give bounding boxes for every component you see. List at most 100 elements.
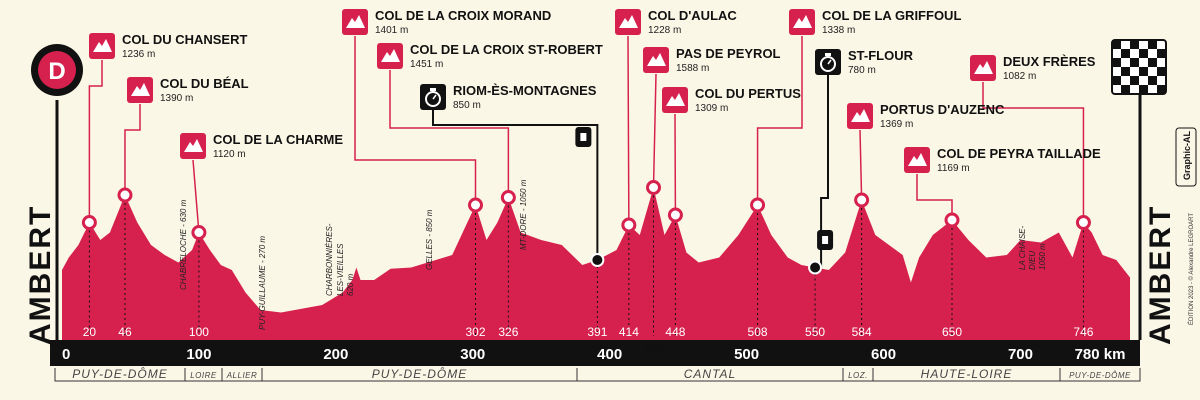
waypoint-label: PUY-GUILLAUME - 270 m xyxy=(258,236,267,330)
leader-line xyxy=(88,60,103,223)
pass-km-label: 650 xyxy=(942,325,962,339)
pass-name: COL DE LA GRIFFOUL xyxy=(822,8,961,23)
pass-summit-dot xyxy=(500,190,516,205)
leader-line xyxy=(916,174,953,220)
pass-altitude: 1236 m xyxy=(122,49,155,60)
control-km-label: 550 xyxy=(805,325,825,339)
pass-km-label: 584 xyxy=(852,325,872,339)
region-label: LOIRE xyxy=(190,371,217,380)
control-dot xyxy=(808,260,823,275)
pass-summit-dot xyxy=(621,217,637,233)
mountain-pass-icon xyxy=(970,55,996,81)
waypoint-label: LA CHAISE- xyxy=(1018,226,1027,270)
start-town: AMBERT xyxy=(24,205,57,345)
start-badge-inner xyxy=(38,51,76,89)
mountain-pass-icon xyxy=(180,133,206,159)
pass-altitude: 1228 m xyxy=(648,25,681,36)
supply-bag-icon xyxy=(575,127,592,147)
pass-summit-dot xyxy=(1075,215,1091,230)
pass-km-label: 414 xyxy=(619,325,639,339)
pass-summit-dot xyxy=(81,215,97,230)
pass-km-label: 46 xyxy=(118,325,132,339)
pass-altitude: 1588 m xyxy=(676,63,709,74)
waypoint-label: CHABRELOCHE - 630 m xyxy=(179,199,188,290)
pass-summit-dot xyxy=(750,197,766,213)
pass-km-label: 302 xyxy=(465,325,485,339)
waypoint-label: LES-VIEILLES xyxy=(336,243,345,296)
x-tick-label: 200 xyxy=(323,346,348,363)
mountain-pass-icon xyxy=(643,47,669,73)
leader-line xyxy=(124,104,141,195)
pass-altitude: 1082 m xyxy=(1003,71,1036,82)
control-altitude: 850 m xyxy=(453,100,481,111)
brand-badge: Graphic-AL xyxy=(1175,127,1197,187)
x-tick-label: 0 xyxy=(62,346,70,363)
control-dot xyxy=(590,253,605,267)
leader-line xyxy=(389,70,510,198)
leader-line xyxy=(859,129,863,201)
region-label: PUY-DE-DÔME xyxy=(1069,371,1131,380)
pass-altitude: 1338 m xyxy=(822,25,855,36)
finish-flag-icon xyxy=(1111,39,1167,340)
leader-line xyxy=(652,73,657,188)
x-tick-label: 100 xyxy=(186,346,211,363)
region-label: PUY-DE-DÔME xyxy=(72,366,167,381)
x-tick-label: 400 xyxy=(597,346,622,363)
pass-km-label: 326 xyxy=(498,325,518,339)
pass-name: COL DE LA CHARME xyxy=(213,132,343,147)
pass-name: COL DU PERTUS xyxy=(695,86,801,101)
finish-town: AMBERT xyxy=(1144,205,1177,345)
region-label: CANTAL xyxy=(684,367,736,381)
pass-summit-dot xyxy=(667,207,683,223)
regions-strip: PUY-DE-DÔME LOIRE ALLIER PUY-DE-DÔME CANTAL L… xyxy=(54,366,1141,382)
mountain-pass-icon xyxy=(662,87,688,113)
leader-line xyxy=(627,35,630,226)
region-bracket xyxy=(1059,368,1141,382)
pass-km-label: 20 xyxy=(83,325,97,339)
waypoint-label: MT-DORE - 1050 m xyxy=(519,179,528,250)
x-tick-label: 600 xyxy=(871,346,896,363)
stopwatch-icon xyxy=(420,84,446,110)
region-label: HAUTE-LOIRE xyxy=(921,367,1013,381)
pass-altitude: 1390 m xyxy=(160,93,193,104)
mountain-pass-icon xyxy=(789,9,815,35)
waypoint-label: CHARBONNIÈRES- xyxy=(325,223,334,296)
pass-altitude: 1120 m xyxy=(213,149,246,160)
leader-line xyxy=(982,82,1085,223)
svg-text:Graphic-AL: Graphic-AL xyxy=(1182,130,1192,180)
control-name: RIOM-ÈS-MONTAGNES xyxy=(453,83,597,98)
x-tick-label: 500 xyxy=(734,346,759,363)
pass-summit-dot xyxy=(468,197,484,213)
pass-km-label: 746 xyxy=(1073,325,1093,339)
pass-name: COL DU BÉAL xyxy=(160,76,249,91)
km-axis-bar xyxy=(50,340,1140,366)
pass-km-label: 100 xyxy=(189,325,209,339)
start-marker: D xyxy=(31,44,83,340)
pass-name: COL DE PEYRA TAILLADE xyxy=(937,146,1101,161)
pass-summit-dot xyxy=(191,225,207,240)
pass-summit-dot xyxy=(117,187,133,203)
mountain-pass-icon xyxy=(847,103,873,129)
credit: ÉDITION 2023 - © Alexandre LEGROART xyxy=(1188,213,1195,325)
mountain-pass-icon xyxy=(127,77,153,103)
mountain-pass-icon xyxy=(89,33,115,59)
leader-line xyxy=(756,36,803,205)
pass-name: PAS DE PEYROL xyxy=(676,46,781,61)
pass-altitude: 1369 m xyxy=(880,119,913,130)
pass-name: PORTUS D'AUZENC xyxy=(880,102,1005,117)
leader-line xyxy=(192,159,200,233)
pass-name: COL D'AULAC xyxy=(648,8,737,23)
region-label: PUY-DE-DÔME xyxy=(372,366,467,381)
waypoint-label: 1050 m xyxy=(1038,243,1047,270)
mountain-pass-icon xyxy=(342,9,368,35)
control-leader xyxy=(432,110,599,260)
pass-summit-dot xyxy=(944,212,960,228)
waypoint-label: 620 m xyxy=(346,273,355,296)
pass-name: DEUX FRÈRES xyxy=(1003,54,1096,69)
x-tick-label: 700 xyxy=(1008,346,1033,363)
region-label: LOZ. xyxy=(848,371,868,380)
control-km-label: 391 xyxy=(587,325,607,339)
control-name: ST-FLOUR xyxy=(848,48,914,63)
